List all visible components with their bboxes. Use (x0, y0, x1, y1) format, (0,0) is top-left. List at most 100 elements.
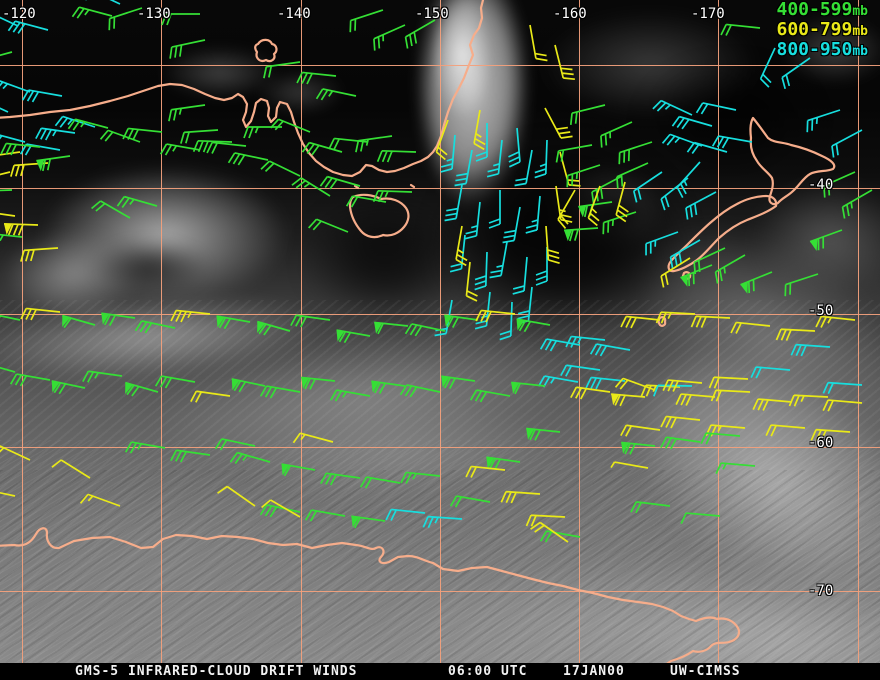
wind-barb (711, 135, 753, 149)
wind-barb (169, 39, 206, 59)
wind-barb (469, 389, 511, 403)
wind-barb (435, 119, 449, 161)
latitude-label: -60 (808, 435, 834, 451)
wind-barb (589, 343, 631, 357)
wind-barb (611, 393, 646, 407)
wind-barb (404, 323, 446, 337)
legend: 400-599mb 600-799mb 800-950mb (776, 1, 868, 61)
gridline-latitude (0, 314, 880, 315)
wind-barb (116, 195, 158, 208)
wind-barb (660, 257, 691, 288)
wind-barb (320, 472, 361, 486)
wind-barb (660, 415, 701, 429)
wind-barb (489, 241, 508, 279)
wind-barb (620, 424, 661, 437)
wind-barb (399, 384, 441, 398)
latitude-label: -70 (808, 583, 834, 599)
legend-range: 600-799 (776, 19, 853, 40)
wind-barb (329, 389, 371, 402)
wind-barb (616, 162, 649, 189)
wind-barb (21, 89, 63, 103)
wind-barb (790, 343, 831, 357)
wind-barb (752, 398, 793, 411)
wind-barb (161, 13, 200, 26)
wind-barb (511, 381, 546, 395)
wind-barb (602, 211, 637, 235)
wind-barb (170, 449, 211, 463)
latitude-label: -40 (808, 177, 834, 193)
wind-barb (0, 488, 16, 501)
gridline-latitude (0, 591, 880, 592)
wind-barb (0, 171, 11, 192)
longitude-label: -130 (137, 6, 171, 22)
wind-barb (809, 229, 843, 251)
wind-barb (781, 57, 811, 90)
wind-barb (544, 107, 573, 139)
wind-barb (720, 23, 761, 36)
wind-barb (765, 424, 806, 437)
wind-barb (705, 424, 746, 437)
legend-item-mid: 600-799mb (776, 21, 868, 41)
wind-barb (535, 247, 548, 286)
wind-barb (823, 171, 856, 198)
wind-barb (465, 261, 478, 302)
island-dot (409, 183, 416, 189)
wind-barb (715, 462, 756, 475)
wind-barb (730, 321, 771, 334)
wind-barb (815, 315, 856, 328)
wind-barb (385, 508, 426, 521)
longitude-label: -160 (553, 6, 587, 22)
wind-barb (621, 441, 656, 455)
wind-barb (71, 6, 113, 19)
wind-barb (170, 309, 211, 323)
wind-barb (566, 164, 601, 188)
wind-barb (565, 335, 606, 348)
wind-barb (214, 438, 256, 451)
wind-barb (784, 273, 819, 297)
wind-barb (615, 181, 629, 223)
wind-barb (502, 206, 521, 244)
wind-barb (304, 509, 346, 522)
wind-barb (662, 379, 703, 392)
wind-barb (192, 139, 233, 153)
wind-barb (336, 329, 371, 344)
wind-barb (555, 144, 593, 163)
wind-barb (349, 9, 384, 33)
wind-barb (537, 375, 579, 388)
wind-barb (0, 189, 13, 203)
wind-barb (259, 504, 301, 518)
wind-barb (180, 129, 219, 144)
wind-barb (0, 361, 16, 377)
wind-barb (91, 200, 131, 219)
wind-barb (206, 141, 247, 154)
wind-barb (67, 118, 109, 131)
wind-barb (10, 162, 49, 177)
wind-barb (301, 141, 343, 156)
gridline-latitude (0, 447, 880, 448)
wind-barb (620, 315, 661, 329)
wind-barb (444, 184, 463, 222)
gridline-longitude (301, 0, 302, 663)
gridline-longitude (858, 0, 859, 663)
wind-barb (440, 134, 456, 173)
wind-barb (80, 0, 121, 5)
wind-barb (134, 320, 176, 334)
wind-barb (36, 155, 71, 172)
wind-barb (539, 338, 581, 352)
gridline-longitude (440, 0, 441, 663)
wind-barb (0, 51, 13, 73)
wind-barb (652, 99, 693, 116)
wind-barb (0, 142, 41, 156)
wind-barb (376, 149, 417, 163)
wind-barb (557, 189, 576, 229)
wind-barb (614, 377, 656, 391)
wind-barb (7, 20, 49, 34)
data-source: UW-CIMSS (670, 664, 741, 679)
wind-barb (292, 432, 334, 444)
wind-barb (555, 185, 573, 223)
wind-barb (788, 394, 829, 407)
wind-barb (231, 378, 266, 393)
wind-barb (500, 490, 541, 504)
wind-barb (122, 127, 163, 141)
wind-barb (841, 189, 873, 219)
